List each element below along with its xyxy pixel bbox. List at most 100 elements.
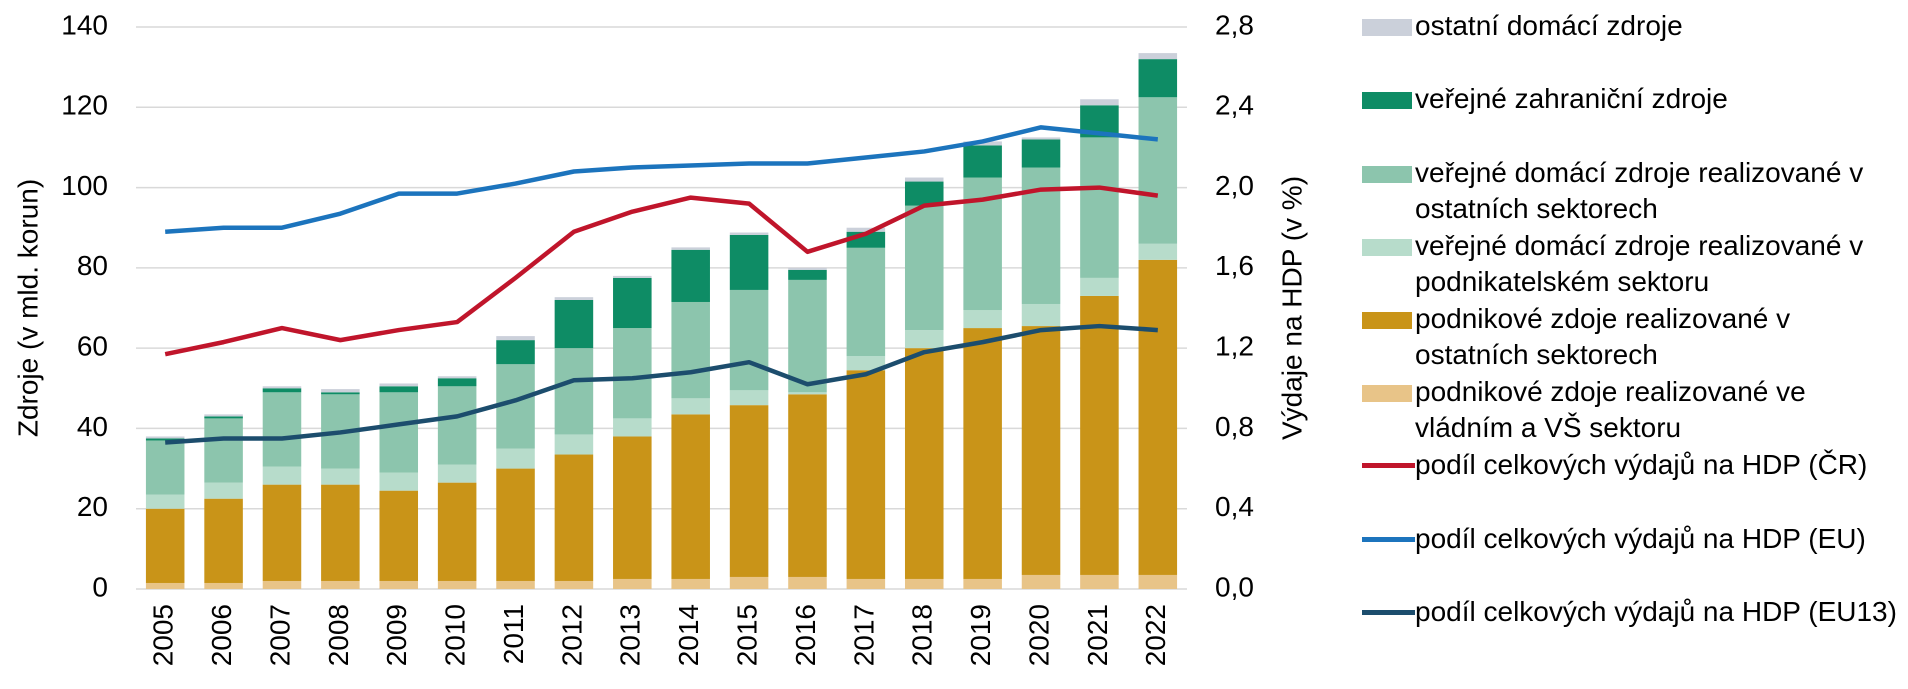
y2-tick-label: 0,8 (1215, 411, 1254, 442)
bar (379, 386, 419, 393)
y2-tick-label: 0,4 (1215, 491, 1254, 522)
bar (262, 580, 302, 589)
x-tick-label: 2005 (148, 604, 179, 666)
bar (321, 468, 360, 485)
bar (204, 418, 243, 483)
bar (963, 310, 1002, 329)
legend-swatch (1362, 463, 1415, 468)
bar (145, 438, 185, 441)
x-tick-label: 2014 (673, 604, 704, 666)
bar (1138, 53, 1178, 60)
bar (613, 277, 652, 329)
bar (204, 582, 243, 589)
bar (379, 472, 419, 491)
bar (1021, 326, 1061, 575)
bar (846, 247, 886, 357)
bar (496, 340, 535, 365)
bar (729, 405, 769, 577)
bar (204, 482, 243, 499)
y-tick-label: 0 (92, 571, 108, 602)
bar (613, 578, 652, 589)
x-tick-label: 2017 (848, 604, 879, 666)
x-tick-label: 2011 (498, 604, 529, 664)
bar (437, 378, 477, 387)
bar (671, 301, 710, 399)
bar (788, 576, 827, 589)
bar (321, 392, 360, 395)
x-tick-label: 2019 (965, 604, 996, 666)
x-tick-label: 2009 (381, 604, 412, 666)
bar (613, 328, 652, 419)
legend-swatch (1362, 385, 1412, 402)
y-tick-label: 140 (61, 9, 108, 40)
x-tick-label: 2018 (907, 604, 938, 666)
bar (437, 580, 477, 589)
bar (963, 328, 1002, 579)
bar (729, 390, 769, 406)
bar (788, 279, 827, 393)
bar (204, 416, 243, 419)
legend-swatch (1362, 537, 1415, 542)
bar (262, 484, 302, 581)
y-tick-label: 80 (77, 250, 108, 281)
y2-tick-label: 2,8 (1215, 9, 1254, 40)
bar (846, 356, 886, 371)
bar (788, 392, 827, 395)
legend-label: podnikové zdoje realizované ve vládním a… (1415, 376, 1806, 443)
bar (554, 454, 594, 581)
legend-swatch (1362, 166, 1412, 183)
bar (846, 227, 886, 232)
legend-label: podíl celkových výdajů na HDP (EU13) (1415, 596, 1897, 627)
bar (613, 418, 652, 437)
y-tick-label: 60 (77, 331, 108, 362)
y2-tick-label: 2,4 (1215, 90, 1254, 121)
x-tick-label: 2010 (440, 604, 471, 666)
bar (554, 297, 594, 300)
bar (1138, 574, 1178, 589)
bar (1080, 277, 1119, 296)
y2-tick-label: 1,6 (1215, 250, 1254, 281)
bar (204, 498, 243, 583)
bar (904, 177, 944, 182)
bar (145, 508, 185, 583)
bar (963, 578, 1002, 589)
bar (1021, 574, 1061, 589)
bar (671, 249, 710, 302)
bar (904, 205, 944, 331)
bar (554, 348, 594, 435)
bar (437, 482, 477, 581)
x-tick-label: 2022 (1140, 604, 1171, 666)
y-tick-label: 20 (77, 491, 108, 522)
bar (1138, 243, 1178, 260)
bar (145, 494, 185, 509)
bar (437, 376, 477, 379)
legend-swatch (1362, 610, 1415, 615)
line (165, 323, 1158, 445)
bar (321, 580, 360, 589)
legend-label: podíl celkových výdajů na HDP (EU) (1415, 523, 1866, 554)
y-tick-label: 40 (77, 411, 108, 442)
y-axis-title: Zdroje (v mld. korun) (12, 179, 43, 437)
bar (262, 392, 302, 467)
bar (145, 436, 185, 439)
bar (1138, 259, 1178, 575)
bar (437, 464, 477, 483)
legend-swatch (1362, 19, 1412, 36)
bar (1080, 137, 1119, 278)
bar (496, 580, 535, 589)
x-tick-label: 2008 (323, 604, 354, 666)
bar (671, 247, 710, 250)
bar (262, 388, 302, 393)
bar (788, 394, 827, 577)
bar (904, 181, 944, 206)
legend-swatch (1362, 92, 1412, 109)
legend-label: veřejné zahraniční zdroje (1415, 83, 1728, 114)
x-tick-label: 2020 (1023, 604, 1054, 666)
legend-swatch (1362, 239, 1412, 256)
bar (379, 490, 419, 581)
bar (963, 145, 1002, 178)
bar (321, 484, 360, 581)
bar (729, 234, 769, 290)
bar (846, 370, 886, 579)
